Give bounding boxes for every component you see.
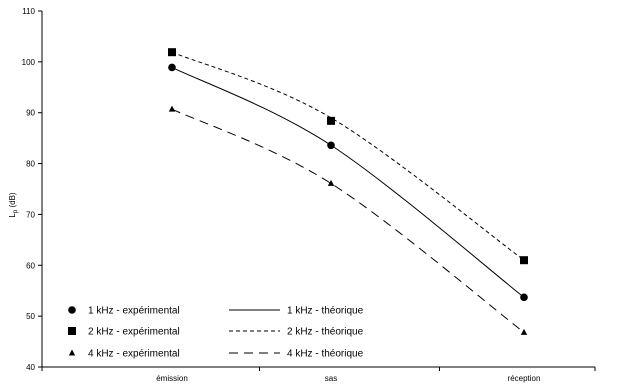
x-ticks: émission sas réception: [41, 367, 596, 383]
data-point-circle: [168, 63, 176, 72]
legend-label: 1 kHz - expérimental: [88, 306, 180, 317]
legend-marker-square: [68, 327, 76, 335]
legend-label: 1 kHz - théorique: [287, 306, 364, 317]
x-tick-label: réception: [508, 374, 541, 383]
legend-marker-triangle: [68, 349, 76, 356]
series-line-solid: [171, 67, 525, 298]
series-line-short: [171, 51, 525, 261]
data-point-triangle: [327, 179, 335, 186]
data-point-square: [520, 256, 528, 265]
data-point-circle: [520, 293, 528, 302]
x-tick-label: émission: [156, 374, 188, 383]
x-tick-label: sas: [325, 374, 337, 383]
legend-label: 2 kHz - expérimental: [88, 327, 180, 338]
data-point-triangle: [520, 328, 528, 335]
legend-label: 4 kHz - expérimental: [88, 349, 180, 360]
y-tick-label: 70: [26, 210, 35, 219]
y-tick-label: 60: [26, 261, 35, 270]
y-tick-label: 110: [22, 7, 35, 16]
legend-label: 2 kHz - théorique: [287, 327, 364, 338]
legend-label: 4 kHz - théorique: [287, 349, 364, 360]
data-point-square: [327, 116, 335, 125]
legend: 1 kHz - expérimental 2 kHz - expérimental…: [68, 306, 364, 360]
series-lines: [171, 51, 525, 333]
series-line-long: [171, 108, 525, 333]
y-tick-label: 80: [26, 160, 35, 169]
y-tick-label: 50: [26, 312, 35, 321]
y-tick-label: 100: [22, 58, 36, 67]
y-ticks: 40 50 60 70 80 90 100 110: [22, 7, 42, 372]
y-tick-label: 40: [26, 363, 35, 372]
data-point-circle: [327, 141, 335, 150]
data-point-triangle: [168, 105, 176, 112]
legend-marker-circle: [68, 306, 76, 314]
series-markers: [168, 48, 528, 335]
y-axis-title: Lp (dB): [8, 192, 19, 217]
axes: [41, 11, 595, 368]
data-point-square: [168, 48, 176, 57]
y-tick-label: 90: [26, 109, 35, 118]
